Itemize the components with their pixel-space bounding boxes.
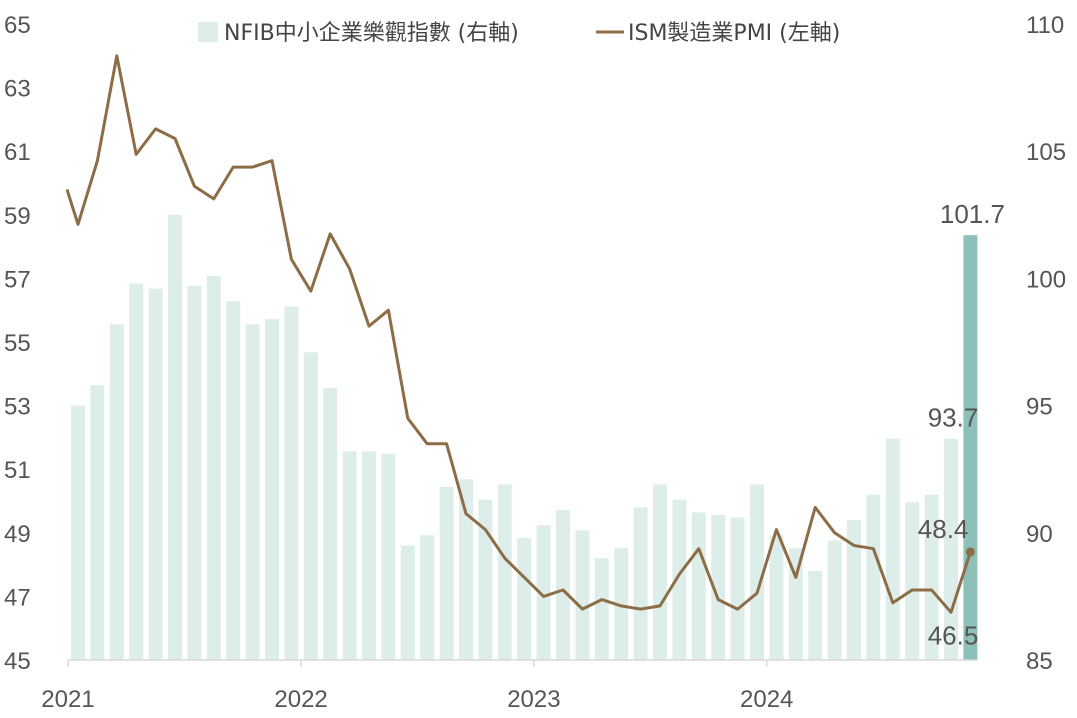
pmi-last-point (965, 547, 975, 557)
bar (847, 520, 861, 660)
bar (148, 288, 163, 660)
bar (536, 525, 551, 660)
bar (439, 487, 454, 660)
left-tick-label: 51 (4, 457, 31, 484)
bar (420, 535, 435, 660)
bar (866, 494, 881, 660)
bar (653, 484, 667, 660)
bar (556, 509, 570, 660)
left-tick-label: 61 (4, 139, 31, 166)
right-tick-label: 100 (1026, 266, 1066, 293)
data-label: 101.7 (940, 199, 1005, 229)
bar (575, 530, 590, 660)
bar-series (71, 214, 978, 661)
bar (90, 385, 105, 660)
bar (924, 494, 939, 660)
bar (303, 352, 318, 660)
right-axis-ticks: 85 90 95 100 105 110 (1026, 12, 1066, 675)
bar (885, 438, 900, 660)
bar (129, 283, 144, 660)
x-tick-label: 2022 (274, 686, 327, 713)
bar (400, 545, 415, 660)
bar (342, 451, 357, 660)
bar (168, 214, 182, 661)
right-tick-label: 90 (1026, 521, 1053, 548)
legend-line-label: ISM製造業PMI (左軸) (628, 21, 840, 46)
bar (459, 479, 473, 660)
left-tick-label: 63 (4, 76, 31, 103)
legend: NFIB中小企業樂觀指數 (右軸) ISM製造業PMI (左軸) (198, 21, 840, 46)
bar (769, 535, 784, 660)
right-tick-label: 105 (1026, 139, 1066, 166)
left-tick-label: 45 (4, 648, 31, 675)
bar (905, 502, 920, 660)
x-axis-tick-labels: 2021 2022 2023 2024 (41, 686, 793, 713)
legend-bar-label: NFIB中小企業樂觀指數 (右軸) (224, 21, 519, 46)
x-axis (67, 659, 978, 667)
bar (187, 286, 202, 660)
bar (963, 235, 978, 660)
x-tick-label: 2023 (507, 686, 560, 713)
right-tick-label: 110 (1026, 12, 1064, 39)
bar (226, 301, 241, 660)
bar (711, 515, 726, 660)
bar (323, 387, 338, 660)
data-label: 48.4 (918, 514, 969, 544)
bar (594, 558, 609, 660)
bar (71, 405, 85, 660)
bar (245, 324, 260, 660)
left-tick-label: 47 (4, 584, 31, 611)
left-tick-label: 49 (4, 521, 31, 548)
bar (517, 537, 532, 660)
x-tick-label: 2024 (740, 686, 793, 713)
left-tick-label: 65 (4, 12, 31, 39)
line-series (65, 54, 975, 614)
x-tick-label: 2021 (41, 686, 94, 713)
bar (827, 540, 842, 660)
data-labels: 93.7 101.7 46.5 48.4 (918, 199, 1005, 650)
bar (206, 275, 221, 660)
bar (614, 548, 629, 660)
data-label: 93.7 (928, 403, 979, 433)
bar (497, 484, 512, 660)
left-tick-label: 55 (4, 330, 31, 357)
bar (730, 517, 745, 660)
bar (788, 548, 803, 660)
data-label: 46.5 (928, 620, 979, 650)
bar (672, 499, 687, 660)
bar (633, 507, 648, 660)
bar (362, 451, 376, 660)
right-tick-label: 95 (1026, 394, 1053, 421)
bar (478, 499, 493, 660)
left-tick-label: 59 (4, 203, 31, 230)
left-tick-label: 57 (4, 266, 31, 293)
bar (750, 484, 764, 660)
bar (109, 324, 124, 660)
bar (691, 512, 706, 660)
legend-bar-swatch (198, 22, 218, 42)
bar (284, 306, 299, 660)
bar (381, 453, 396, 660)
pmi-line (65, 54, 972, 614)
bar (265, 319, 279, 660)
right-tick-label: 85 (1026, 648, 1053, 675)
left-axis-ticks: 45 47 49 51 53 55 57 59 61 63 65 (4, 12, 31, 675)
left-tick-label: 53 (4, 394, 31, 421)
bar (808, 571, 823, 660)
